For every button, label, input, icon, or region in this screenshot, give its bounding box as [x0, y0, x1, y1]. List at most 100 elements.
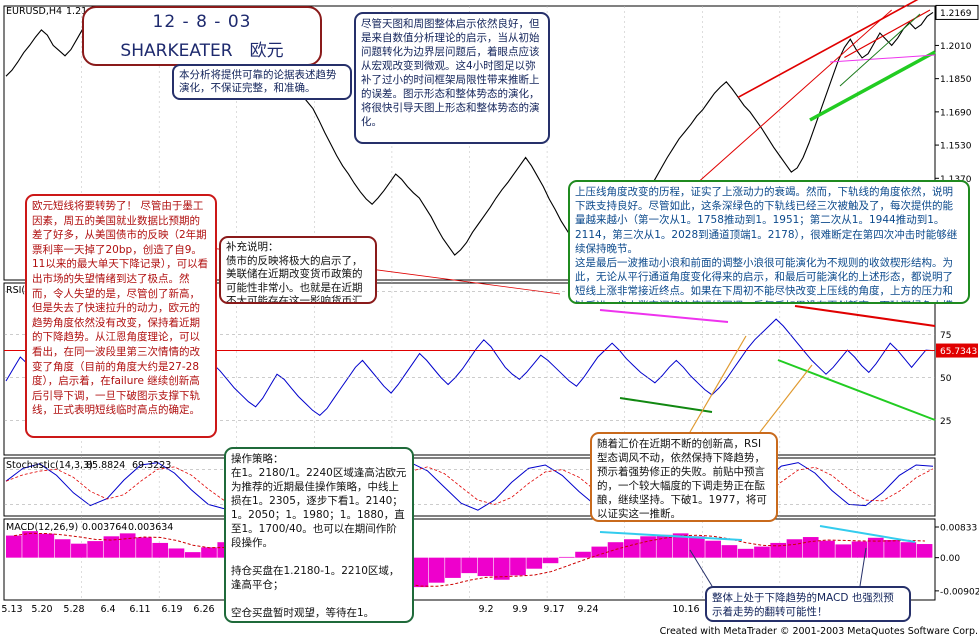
- macd-histogram-bar: [916, 544, 933, 558]
- macd-histogram-bar: [201, 547, 217, 558]
- symbol-label: EURUSD,H4: [6, 6, 62, 17]
- price-tick-label: 1.1530: [940, 142, 972, 152]
- x-axis-label: 5.20: [31, 604, 52, 615]
- note-trendline-analysis: 上压线角度改变的历程，证实了上涨动力的衰竭。然而，下轨线的角度依然，说明下跌支持…: [568, 180, 970, 304]
- rsi-tick-label: 75: [940, 331, 951, 341]
- macd-histogram-bar: [770, 542, 787, 558]
- macd-histogram-bar: [184, 552, 201, 558]
- darkgreen-channel-line: [839, 13, 921, 87]
- macd-histogram-bar: [6, 535, 22, 558]
- macd-histogram-bar: [900, 542, 917, 558]
- macd-histogram-bar: [136, 537, 152, 558]
- macd-histogram-bar: [737, 548, 754, 558]
- macd-tick-label: -0.00902: [940, 587, 979, 597]
- macd-value-main: 0.003764: [82, 522, 127, 533]
- macd-histogram-bar: [884, 539, 900, 558]
- rsi-current-label: 65.7343: [940, 347, 977, 357]
- x-axis-label: 6.4: [100, 604, 115, 615]
- note-rsi-divergence: 随着汇价在近期不断的创新高，RSI 型态调风不动，依然保持下降趋势，预示着强势修…: [590, 432, 778, 522]
- current-price-box: [935, 4, 979, 20]
- macd-note-arrow-1: [689, 549, 713, 587]
- macd-histogram-bar: [819, 540, 835, 558]
- macd-histogram-bar: [591, 546, 608, 558]
- rsi-green-line: [777, 359, 936, 421]
- macd-histogram-bar: [168, 548, 185, 558]
- macd-histogram-bar: [721, 545, 738, 558]
- macd-histogram-bar: [54, 539, 71, 558]
- macd-histogram-bar: [802, 537, 819, 558]
- macd-histogram-bar: [672, 533, 689, 558]
- macd-signal-line: [14, 532, 925, 587]
- macd-histogram-bar: [477, 557, 494, 577]
- x-axis-label: 9.2: [478, 604, 493, 615]
- macd-value-signal: 0.003634: [128, 522, 173, 533]
- macd-histogram-bar: [786, 539, 803, 558]
- macd-histogram-bar: [510, 557, 526, 576]
- macd-histogram-bar: [542, 557, 559, 564]
- green-support-line: [809, 50, 936, 122]
- x-axis-label: 5.28: [63, 604, 84, 615]
- macd-histogram-bar: [412, 557, 429, 588]
- x-axis-label: 9.24: [577, 604, 598, 615]
- price-tick-label: 1.1690: [940, 108, 972, 118]
- x-axis-label: 9.17: [543, 604, 564, 615]
- macd-histogram-bar: [835, 544, 852, 558]
- macd-cyan-line-2: [819, 525, 916, 543]
- rsi-note-arrow-1: [689, 335, 747, 433]
- title-box: 12 - 8 - 03 SHARKEATER 欧元: [82, 6, 322, 66]
- chart-title-author: SHARKEATER 欧元: [120, 41, 284, 61]
- macd-cyan-line-1: [599, 531, 743, 541]
- macd-histogram-bar: [428, 557, 445, 583]
- price-tick-label: 1.1370: [940, 175, 972, 185]
- red-channel-upper: [737, 0, 919, 99]
- macd-histogram-bar: [607, 542, 624, 558]
- rsi-current-box: [936, 343, 978, 358]
- rsi-tick-label: 25: [940, 417, 951, 427]
- note-trading-strategy: 操作策略： 在1。2180/1。2240区域逢高沽欧元为推荐的近期最佳操作策略，…: [224, 447, 414, 623]
- rsi-red-line: [794, 305, 936, 327]
- macd-histogram-bar: [103, 536, 120, 558]
- macd-histogram-bar: [445, 557, 461, 578]
- note-eur-reversal: 欧元短线将要转势了！ 尽管由于墨工因素，周五的美国就业数据比预期的差了好多，从美…: [25, 194, 217, 438]
- x-axis-label: 9.9: [512, 604, 527, 615]
- stochastic-main-line: [5, 462, 934, 511]
- macd-histogram-bar: [493, 557, 510, 580]
- macd-tick-label: 0.00833: [940, 523, 977, 533]
- macd-histogram-bar: [656, 534, 673, 558]
- note-supplement: 补充说明： 债市的反映将极大的启示了，美联储在近期改变货币政策的可能性非常小。也…: [219, 236, 377, 304]
- price-tick-label: 1.2010: [940, 42, 972, 52]
- current-price-label: 1.2169: [940, 9, 972, 19]
- stochastic-signal-line: [5, 466, 934, 505]
- note-timeframe: 尽管天图和周图整体启示依然良好，但是来自数值分析理论的启示，当从初始问题转化为边…: [354, 12, 550, 144]
- stochastic-value-main: 85.8824: [86, 460, 125, 471]
- macd-histogram-bar: [87, 541, 103, 558]
- x-axis-label: 6.19: [161, 604, 182, 615]
- x-axis-label: 5.13: [1, 604, 22, 615]
- note-macd: 整体上处于下降趋势的MACD 也强烈预示着走势的翻转可能性！: [705, 586, 911, 622]
- macd-histogram-bar: [851, 541, 868, 558]
- macd-histogram-bar: [152, 542, 169, 558]
- rsi-magenta-line: [599, 309, 729, 323]
- chart-title-date: 12 - 8 - 03: [152, 12, 252, 32]
- price-tick-label: 1.1850: [940, 75, 972, 85]
- macd-histogram-bar: [689, 536, 705, 558]
- macd-histogram-bar: [558, 556, 575, 558]
- macd-histogram-bar: [22, 531, 38, 558]
- open-value: 1.21: [66, 6, 87, 17]
- stochastic-value-signal: 69.3223: [132, 460, 171, 471]
- note-disclaimer: 本分析将提供可靠的论据表述趋势演化，不保证完整，和准确。: [172, 64, 352, 100]
- macd-histogram-bar: [624, 539, 640, 558]
- stochastic-label: Stochastic(14,3,3): [6, 460, 93, 471]
- rsi-tick-label: 50: [940, 374, 952, 384]
- rsi-note-arrow-2: [759, 364, 813, 433]
- macd-histogram-bar: [640, 536, 656, 558]
- footer-credit: Created with MetaTrader © 2001-2003 Meta…: [660, 626, 978, 637]
- macd-histogram-bar: [705, 540, 721, 558]
- x-axis-label: 6.26: [193, 604, 214, 615]
- macd-histogram-bar: [867, 537, 884, 558]
- macd-label: MACD(12,26,9): [6, 522, 78, 533]
- macd-histogram-bar: [38, 533, 55, 558]
- macd-histogram-bar: [71, 543, 87, 558]
- rsi-darkgreen-line: [619, 397, 713, 413]
- x-axis-label: 10.16: [672, 604, 699, 615]
